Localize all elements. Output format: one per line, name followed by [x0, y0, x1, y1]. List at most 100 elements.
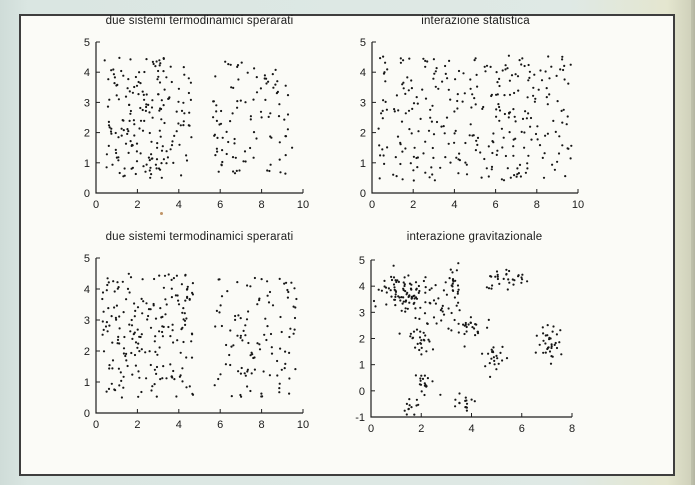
data-point [384, 61, 387, 64]
data-point [155, 365, 159, 369]
data-point [139, 106, 142, 110]
data-point [412, 169, 415, 172]
data-point [406, 291, 409, 294]
data-point [185, 356, 188, 359]
data-point [157, 167, 161, 170]
data-point [492, 141, 495, 144]
data-point [516, 167, 519, 170]
data-point [534, 351, 537, 354]
data-point [408, 404, 411, 407]
data-point [415, 288, 418, 291]
data-point [455, 304, 458, 307]
data-point [183, 112, 186, 115]
data-point [262, 370, 265, 373]
data-point [114, 131, 117, 135]
tick-label: 2 [418, 423, 424, 435]
data-point [110, 69, 113, 72]
data-point [442, 289, 445, 292]
data-point [159, 62, 162, 65]
data-point [520, 276, 523, 279]
data-point [490, 287, 493, 290]
data-point [384, 80, 387, 83]
data-point [114, 148, 117, 151]
data-point [431, 146, 434, 150]
data-point [518, 163, 522, 166]
data-point [246, 385, 249, 388]
scatter-points [103, 56, 294, 179]
data-point [124, 95, 128, 98]
data-point [115, 318, 118, 321]
data-point [411, 107, 414, 110]
data-point [413, 413, 416, 416]
data-point [550, 65, 553, 68]
data-point [563, 64, 566, 67]
scan-speck [160, 212, 163, 215]
data-point [422, 331, 425, 334]
tick-label: 4 [176, 419, 182, 431]
data-point [183, 73, 186, 76]
tick-label: 1 [360, 158, 366, 170]
data-point [249, 115, 252, 118]
plot-title: interazione statistica [421, 15, 530, 27]
data-point [185, 317, 188, 320]
data-point [521, 57, 524, 60]
data-point [292, 305, 295, 308]
data-point [246, 370, 249, 373]
data-point [236, 106, 239, 109]
data-point [177, 299, 180, 302]
tick-label: 2 [84, 128, 90, 140]
data-point [259, 87, 262, 90]
data-point [496, 277, 499, 281]
tick-label: 4 [84, 67, 90, 79]
data-point [156, 78, 159, 81]
data-point [138, 127, 141, 130]
data-point [404, 300, 407, 303]
data-point [232, 344, 235, 347]
data-point [111, 163, 114, 166]
data-point [392, 264, 395, 267]
data-point [512, 145, 515, 148]
tick-label: 6 [519, 423, 525, 435]
data-point [154, 335, 157, 338]
data-point [523, 64, 526, 68]
data-point [544, 134, 547, 137]
data-point [111, 367, 114, 370]
data-point [113, 388, 116, 391]
data-point [272, 86, 275, 89]
data-point [406, 307, 409, 310]
data-point [516, 75, 520, 78]
data-point [440, 307, 443, 310]
data-point [534, 132, 538, 136]
data-point [473, 327, 476, 330]
data-point [149, 308, 152, 311]
data-point [550, 345, 553, 348]
tick-label: 4 [468, 423, 474, 435]
data-point [540, 79, 544, 82]
data-point [153, 340, 156, 343]
data-point [507, 116, 510, 119]
data-point [160, 118, 163, 121]
tick-label: 0 [93, 199, 99, 211]
data-point [279, 347, 282, 350]
data-point [413, 301, 416, 304]
data-point [496, 81, 499, 84]
data-point [456, 292, 459, 295]
data-point [165, 377, 168, 380]
data-point [456, 284, 460, 287]
data-point [266, 280, 269, 283]
data-point [374, 305, 377, 308]
data-point [381, 109, 384, 112]
data-point [396, 279, 399, 282]
data-point [390, 275, 393, 278]
data-point [419, 306, 422, 309]
data-point [143, 98, 146, 101]
data-point [454, 129, 457, 132]
data-point [233, 142, 236, 145]
data-point [249, 118, 252, 121]
data-point [267, 115, 270, 118]
data-point [524, 110, 527, 113]
data-point [244, 374, 247, 377]
data-point [148, 350, 151, 353]
data-point [383, 279, 386, 282]
data-point [409, 332, 412, 335]
